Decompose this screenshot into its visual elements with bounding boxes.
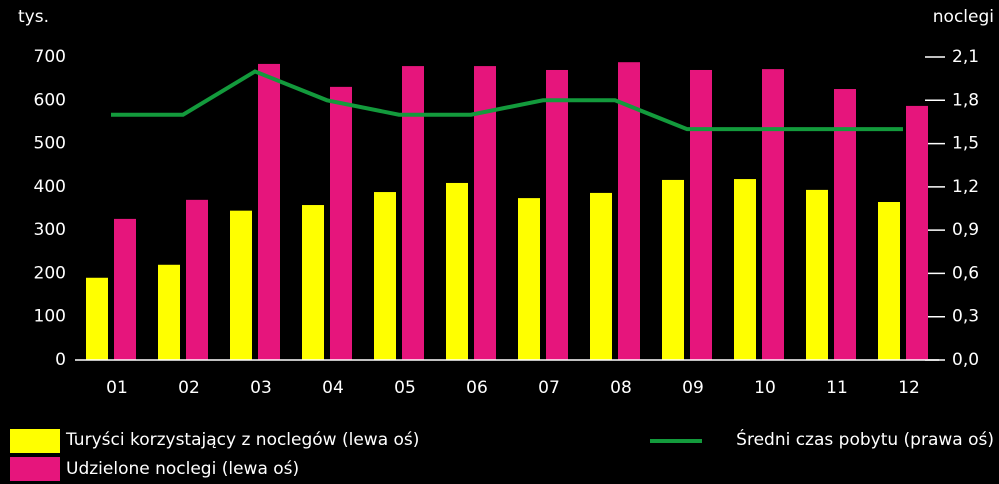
x-tick-label: 01: [106, 378, 128, 398]
bar: [546, 69, 568, 360]
x-tick-label: 11: [826, 378, 848, 398]
bar: [834, 89, 856, 360]
x-tick-label: 12: [898, 378, 920, 398]
y2-tick-label: 0,3: [952, 307, 979, 327]
bar: [618, 62, 640, 361]
bar: [518, 198, 540, 360]
bar: [86, 277, 108, 360]
bar: [302, 205, 324, 360]
x-tick-label: 08: [610, 378, 632, 398]
y-tick-label: 500: [34, 134, 66, 154]
x-tick-label: 10: [754, 378, 776, 398]
y2-unit-label: noclegi: [933, 7, 994, 27]
y-tick-label: 700: [34, 47, 66, 67]
bar: [330, 86, 352, 361]
bar: [446, 182, 468, 360]
bar: [590, 192, 612, 360]
bar: [158, 264, 180, 360]
y-tick-label: 600: [34, 90, 66, 110]
bar: [374, 192, 396, 360]
y-tick-label: 0: [55, 350, 66, 370]
bar: [474, 66, 496, 360]
x-tick-label: 04: [322, 378, 344, 398]
y-tick-label: 400: [34, 177, 66, 197]
x-tick-label: 05: [394, 378, 416, 398]
legend-swatch: [10, 429, 60, 453]
y-tick-label: 100: [34, 307, 66, 327]
y-unit-label: tys.: [18, 7, 49, 27]
y2-tick-label: 0,6: [952, 263, 979, 283]
legend-label: Średni czas pobytu (prawa oś): [736, 428, 994, 450]
legend-label: Turyści korzystający z noclegów (lewa oś…: [65, 430, 419, 450]
y2-tick-label: 0,9: [952, 220, 979, 240]
legend-label: Udzielone noclegi (lewa oś): [66, 459, 299, 479]
bar: [878, 202, 900, 360]
bar: [762, 69, 784, 361]
y2-tick-label: 1,2: [952, 177, 979, 197]
bar: [114, 218, 136, 360]
y-tick-label: 300: [34, 220, 66, 240]
x-tick-label: 09: [682, 378, 704, 398]
bar: [690, 69, 712, 360]
bar: [230, 210, 252, 360]
bar: [258, 63, 280, 360]
y2-tick-label: 2,1: [952, 47, 979, 67]
bar: [402, 66, 424, 360]
y2-tick-label: 0,0: [952, 350, 979, 370]
y2-tick-label: 1,5: [952, 134, 979, 154]
x-tick-label: 07: [538, 378, 560, 398]
x-tick-label: 03: [250, 378, 272, 398]
bar: [806, 189, 828, 360]
line: [111, 69, 903, 132]
x-tick-label: 02: [178, 378, 200, 398]
y-tick-label: 200: [34, 263, 66, 283]
x-tick-label: 06: [466, 378, 488, 398]
bar: [734, 179, 756, 360]
bar: [186, 199, 208, 360]
y2-tick-label: 1,8: [952, 90, 979, 110]
bar: [662, 179, 684, 360]
legend-swatch: [10, 457, 60, 481]
bar: [906, 105, 928, 360]
